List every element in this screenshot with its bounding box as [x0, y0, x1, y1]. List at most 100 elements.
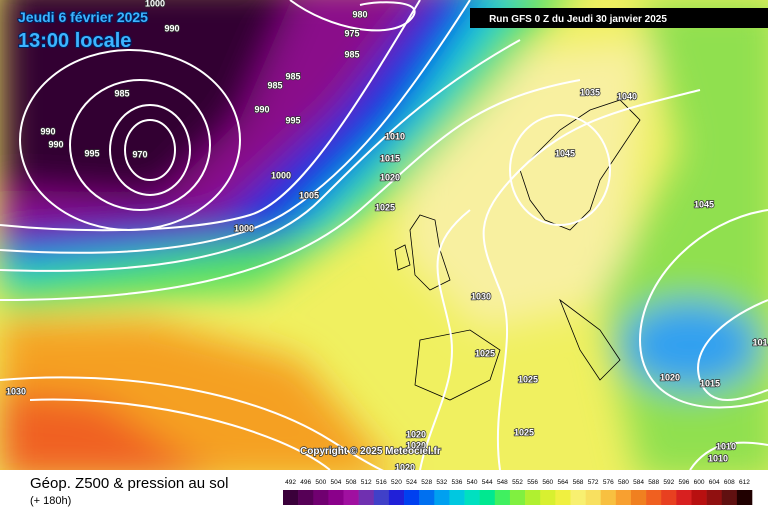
isobar-label: 1020 — [406, 429, 426, 439]
isobar — [482, 89, 701, 470]
colorbar-label: 596 — [678, 479, 689, 486]
colorbar-swatch — [570, 490, 586, 505]
coastline — [394, 99, 641, 401]
isobar-label: 1045 — [555, 148, 575, 158]
colorbar-label: 600 — [694, 479, 705, 486]
isobar — [0, 0, 421, 232]
colorbar-label: 612 — [739, 479, 750, 486]
colorbar-label: 592 — [663, 479, 674, 486]
isobar-label: 975 — [344, 28, 359, 38]
isobar — [689, 441, 768, 470]
colorbar-swatch — [328, 490, 344, 505]
isobar — [509, 114, 611, 226]
colorbar-swatch — [464, 490, 480, 505]
colorbar-swatch — [419, 490, 435, 505]
colorbar-label: 580 — [618, 479, 629, 486]
colorbar-swatch — [404, 490, 420, 505]
forecast-lead: (+ 180h) — [30, 495, 71, 507]
isobar-label: 1030 — [6, 386, 26, 396]
isobar — [69, 79, 211, 211]
colorbar-swatch — [736, 490, 753, 505]
colorbar-swatch — [313, 490, 329, 505]
isobar — [419, 209, 471, 470]
legend-title: Géop. Z500 & pression au sol — [30, 475, 228, 492]
colorbar-swatch — [555, 490, 571, 505]
colorbar-swatch — [661, 490, 677, 505]
isobar-label: 980 — [352, 9, 367, 19]
colorbar-swatch — [283, 490, 299, 505]
isobar-label: 990 — [254, 104, 269, 114]
isobar-label: 1045 — [694, 199, 714, 209]
isobar — [0, 376, 400, 470]
isobar — [638, 209, 768, 409]
colorbar-swatch — [298, 490, 314, 505]
isobar-label: 990 — [164, 23, 179, 33]
colorbar-label: 588 — [648, 479, 659, 486]
isobar-label: 1015 — [700, 378, 720, 388]
isobar-label: 101 — [752, 337, 767, 347]
run-box — [470, 8, 768, 28]
colorbar-label: 548 — [497, 479, 508, 486]
colorbar-swatch — [600, 490, 617, 505]
colorbar-swatch — [343, 490, 359, 505]
colorbar-label: 544 — [482, 479, 493, 486]
colorbar-label: 496 — [300, 479, 311, 486]
isobar-label: 1025 — [375, 202, 395, 212]
isobar-label: 1025 — [475, 348, 495, 358]
colorbar-label: 492 — [285, 479, 296, 486]
colorbar-label: 520 — [391, 479, 402, 486]
isobar-label: 1020 — [406, 440, 426, 450]
colorbar-label: 568 — [573, 479, 584, 486]
colorbar-swatch — [494, 490, 511, 505]
colorbar-label: 608 — [724, 479, 735, 486]
isobar-label: 1035 — [580, 87, 600, 97]
colorbar-swatch — [691, 490, 707, 505]
isobar-labels: 1000990980975985985985985990995990990995… — [5, 0, 768, 472]
isobar-label: 985 — [114, 88, 129, 98]
colorbar-label: 560 — [542, 479, 553, 486]
colorbar-label: 504 — [331, 479, 342, 486]
isobar-label: 1010 — [385, 131, 405, 141]
isobar-label: 985 — [285, 71, 300, 81]
colorbar-label: 584 — [633, 479, 644, 486]
colorbar: 492 496 500 504 508 512 516 520 524 528 532 536 540 5… — [283, 479, 753, 505]
isobar-label: 995 — [285, 115, 300, 125]
colorbar-label: 564 — [557, 479, 568, 486]
colorbar-label: 552 — [512, 479, 523, 486]
valid-date: Jeudi 6 février 2025 — [18, 9, 148, 25]
isobar — [289, 0, 416, 32]
isobar-label: 1040 — [617, 91, 637, 101]
colorbar-swatch — [358, 490, 375, 505]
isobar — [29, 398, 331, 470]
isobar-label: 1020 — [395, 462, 415, 472]
isobar-label: 995 — [84, 148, 99, 158]
colorbar-swatch — [373, 490, 390, 505]
run-info: Run GFS 0 Z du Jeudi 30 janvier 2025 — [489, 14, 667, 25]
colorbar-swatch — [646, 490, 662, 505]
colorbar-swatch — [540, 490, 556, 505]
colorbar-label: 524 — [406, 479, 417, 486]
isobar-label: 1010 — [708, 453, 728, 463]
colorbar-label: 536 — [452, 479, 463, 486]
isobar — [19, 49, 241, 231]
colorbar-swatch — [721, 490, 738, 505]
isobar-label: 1005 — [299, 190, 319, 200]
isobar-label: 985 — [267, 80, 282, 90]
colorbar-label: 572 — [588, 479, 599, 486]
colorbar-label: 532 — [436, 479, 447, 486]
colorbar-swatch — [509, 490, 526, 505]
colorbar-label: 604 — [709, 479, 720, 486]
isobar — [124, 119, 176, 181]
colorbar-swatch — [706, 490, 723, 505]
colorbar-swatch — [479, 490, 496, 505]
colorbar-label: 512 — [361, 479, 372, 486]
colorbar-label: 576 — [603, 479, 614, 486]
colorbar-label: 500 — [315, 479, 326, 486]
colorbar-swatch — [676, 490, 692, 505]
isobar-label: 1025 — [514, 427, 534, 437]
copyright: Copyright © 2025 Meteociel.fr — [300, 446, 441, 457]
colorbar-swatch — [630, 490, 647, 505]
isobar-label: 1015 — [380, 153, 400, 163]
isobar — [697, 299, 768, 401]
